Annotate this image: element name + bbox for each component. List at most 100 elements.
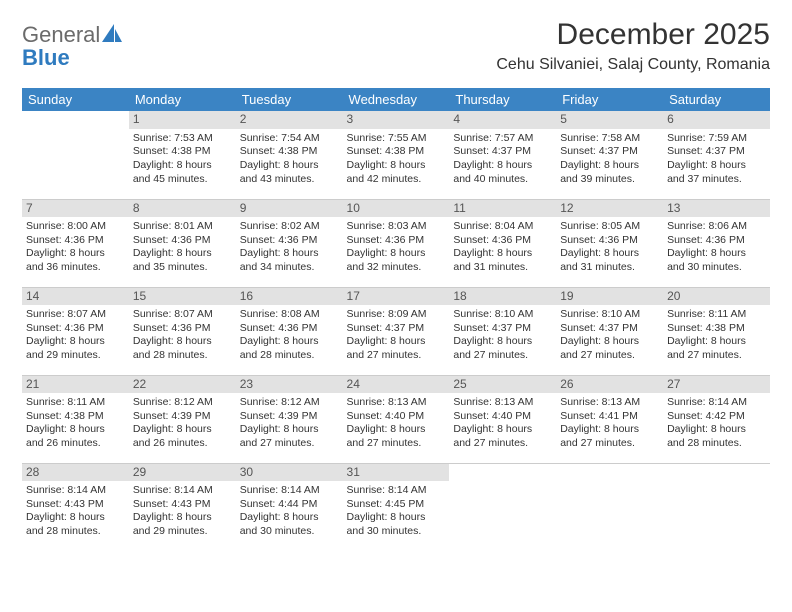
sunset-text: Sunset: 4:37 PM	[453, 145, 552, 159]
daylight-text-2: and 28 minutes.	[26, 525, 125, 539]
daylight-text-2: and 26 minutes.	[133, 437, 232, 451]
sunrise-text: Sunrise: 8:01 AM	[133, 220, 232, 234]
calendar-day-cell	[22, 111, 129, 199]
daylight-text-1: Daylight: 8 hours	[133, 247, 232, 261]
sunset-text: Sunset: 4:40 PM	[453, 410, 552, 424]
calendar-week-row: 21Sunrise: 8:11 AMSunset: 4:38 PMDayligh…	[22, 375, 770, 463]
calendar-day-cell	[663, 463, 770, 551]
calendar-day-cell: 21Sunrise: 8:11 AMSunset: 4:38 PMDayligh…	[22, 375, 129, 463]
daylight-text-2: and 27 minutes.	[347, 349, 446, 363]
day-number: 10	[343, 200, 450, 218]
header: General Blue December 2025 Cehu Silvanie…	[22, 18, 770, 74]
day-number: 31	[343, 464, 450, 482]
dow-friday: Friday	[556, 88, 663, 111]
sunset-text: Sunset: 4:36 PM	[560, 234, 659, 248]
daylight-text-1: Daylight: 8 hours	[667, 159, 766, 173]
daylight-text-1: Daylight: 8 hours	[133, 159, 232, 173]
daylight-text-2: and 28 minutes.	[240, 349, 339, 363]
daylight-text-1: Daylight: 8 hours	[133, 511, 232, 525]
sunset-text: Sunset: 4:37 PM	[453, 322, 552, 336]
sunset-text: Sunset: 4:38 PM	[133, 145, 232, 159]
sunrise-text: Sunrise: 8:05 AM	[560, 220, 659, 234]
sunrise-text: Sunrise: 8:11 AM	[26, 396, 125, 410]
daylight-text-2: and 29 minutes.	[133, 525, 232, 539]
sunrise-text: Sunrise: 8:14 AM	[26, 484, 125, 498]
daylight-text-2: and 31 minutes.	[560, 261, 659, 275]
daylight-text-1: Daylight: 8 hours	[347, 247, 446, 261]
calendar-day-cell: 15Sunrise: 8:07 AMSunset: 4:36 PMDayligh…	[129, 287, 236, 375]
sunset-text: Sunset: 4:36 PM	[667, 234, 766, 248]
daylight-text-1: Daylight: 8 hours	[133, 423, 232, 437]
sunrise-text: Sunrise: 8:04 AM	[453, 220, 552, 234]
day-number: 7	[22, 200, 129, 218]
sunset-text: Sunset: 4:38 PM	[667, 322, 766, 336]
location: Cehu Silvaniei, Salaj County, Romania	[496, 56, 770, 74]
sunset-text: Sunset: 4:37 PM	[347, 322, 446, 336]
month-title: December 2025	[496, 18, 770, 52]
sunrise-text: Sunrise: 7:57 AM	[453, 132, 552, 146]
daylight-text-1: Daylight: 8 hours	[347, 159, 446, 173]
sunset-text: Sunset: 4:45 PM	[347, 498, 446, 512]
daylight-text-2: and 40 minutes.	[453, 173, 552, 187]
daylight-text-2: and 34 minutes.	[240, 261, 339, 275]
daylight-text-1: Daylight: 8 hours	[667, 335, 766, 349]
sunrise-text: Sunrise: 8:14 AM	[133, 484, 232, 498]
day-number: 9	[236, 200, 343, 218]
calendar-week-row: 1Sunrise: 7:53 AMSunset: 4:38 PMDaylight…	[22, 111, 770, 199]
day-number: 1	[129, 111, 236, 129]
dow-wednesday: Wednesday	[343, 88, 450, 111]
daylight-text-1: Daylight: 8 hours	[560, 335, 659, 349]
daylight-text-1: Daylight: 8 hours	[240, 335, 339, 349]
day-number: 19	[556, 288, 663, 306]
daylight-text-1: Daylight: 8 hours	[453, 335, 552, 349]
dow-tuesday: Tuesday	[236, 88, 343, 111]
sunset-text: Sunset: 4:36 PM	[26, 322, 125, 336]
day-number: 28	[22, 464, 129, 482]
sunrise-text: Sunrise: 7:59 AM	[667, 132, 766, 146]
calendar-day-cell: 7Sunrise: 8:00 AMSunset: 4:36 PMDaylight…	[22, 199, 129, 287]
sunrise-text: Sunrise: 8:07 AM	[26, 308, 125, 322]
calendar-week-row: 28Sunrise: 8:14 AMSunset: 4:43 PMDayligh…	[22, 463, 770, 551]
daylight-text-1: Daylight: 8 hours	[560, 159, 659, 173]
sunset-text: Sunset: 4:36 PM	[133, 234, 232, 248]
sunset-text: Sunset: 4:41 PM	[560, 410, 659, 424]
sunrise-text: Sunrise: 8:06 AM	[667, 220, 766, 234]
calendar-day-cell: 9Sunrise: 8:02 AMSunset: 4:36 PMDaylight…	[236, 199, 343, 287]
daylight-text-2: and 35 minutes.	[133, 261, 232, 275]
sunrise-text: Sunrise: 7:54 AM	[240, 132, 339, 146]
daylight-text-1: Daylight: 8 hours	[347, 511, 446, 525]
calendar-day-cell: 24Sunrise: 8:13 AMSunset: 4:40 PMDayligh…	[343, 375, 450, 463]
sunset-text: Sunset: 4:36 PM	[240, 322, 339, 336]
calendar-day-cell: 20Sunrise: 8:11 AMSunset: 4:38 PMDayligh…	[663, 287, 770, 375]
daylight-text-2: and 27 minutes.	[240, 437, 339, 451]
day-number: 6	[663, 111, 770, 129]
daylight-text-1: Daylight: 8 hours	[453, 423, 552, 437]
sunset-text: Sunset: 4:43 PM	[26, 498, 125, 512]
calendar-day-cell	[556, 463, 663, 551]
sunset-text: Sunset: 4:38 PM	[26, 410, 125, 424]
calendar-day-cell: 13Sunrise: 8:06 AMSunset: 4:36 PMDayligh…	[663, 199, 770, 287]
sunrise-text: Sunrise: 8:13 AM	[560, 396, 659, 410]
title-block: December 2025 Cehu Silvaniei, Salaj Coun…	[496, 18, 770, 74]
daylight-text-2: and 31 minutes.	[453, 261, 552, 275]
sunrise-text: Sunrise: 8:10 AM	[560, 308, 659, 322]
daylight-text-2: and 29 minutes.	[26, 349, 125, 363]
calendar-day-cell: 14Sunrise: 8:07 AMSunset: 4:36 PMDayligh…	[22, 287, 129, 375]
calendar-day-cell: 17Sunrise: 8:09 AMSunset: 4:37 PMDayligh…	[343, 287, 450, 375]
sunset-text: Sunset: 4:37 PM	[667, 145, 766, 159]
day-number: 29	[129, 464, 236, 482]
day-number: 8	[129, 200, 236, 218]
daylight-text-2: and 32 minutes.	[347, 261, 446, 275]
dow-sunday: Sunday	[22, 88, 129, 111]
daylight-text-1: Daylight: 8 hours	[26, 423, 125, 437]
day-number: 27	[663, 376, 770, 394]
sunset-text: Sunset: 4:39 PM	[133, 410, 232, 424]
sunrise-text: Sunrise: 8:13 AM	[347, 396, 446, 410]
logo-blue: Blue	[22, 45, 70, 70]
sunrise-text: Sunrise: 8:12 AM	[133, 396, 232, 410]
calendar-day-cell: 5Sunrise: 7:58 AMSunset: 4:37 PMDaylight…	[556, 111, 663, 199]
calendar-body: 1Sunrise: 7:53 AMSunset: 4:38 PMDaylight…	[22, 111, 770, 551]
sunrise-text: Sunrise: 8:08 AM	[240, 308, 339, 322]
daylight-text-2: and 27 minutes.	[560, 349, 659, 363]
day-number: 30	[236, 464, 343, 482]
